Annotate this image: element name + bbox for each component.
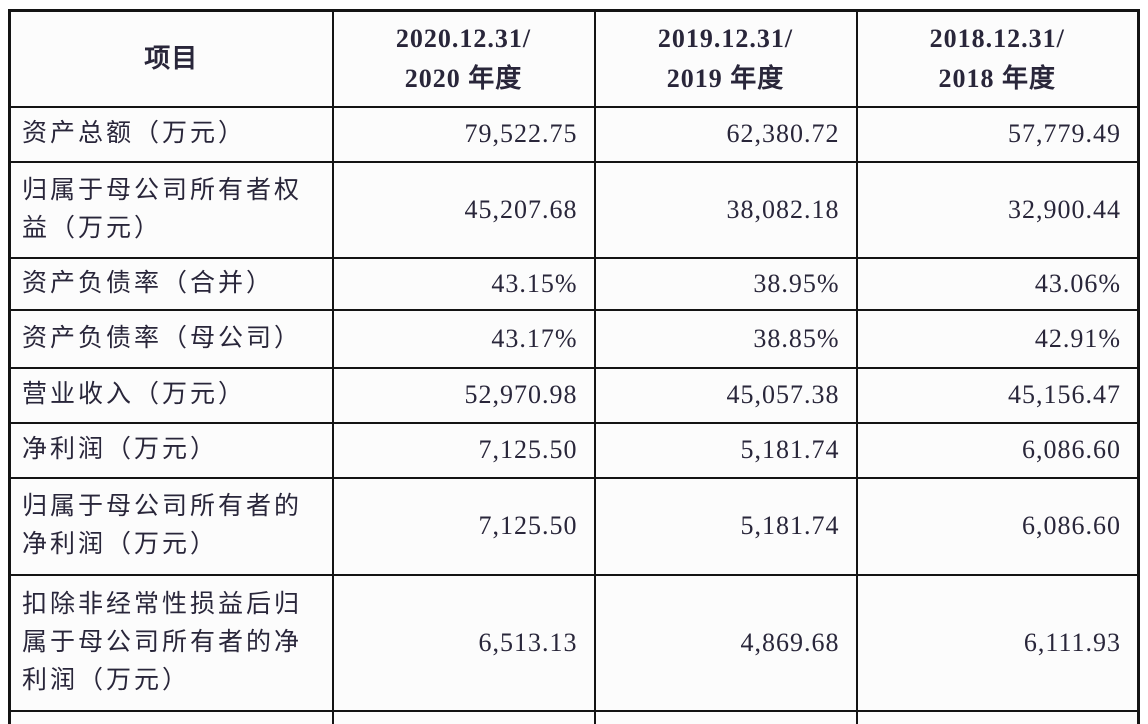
cell-value-2019: 4,869.68 — [593, 573, 858, 712]
cell-value-2018: 6,086.60 — [855, 476, 1140, 576]
cell-value-2019: 5,181.74 — [593, 421, 858, 479]
header-row: 项目 2020.12.31/ 2020 年度 2019.12.31/ 2019 … — [8, 9, 1140, 108]
financial-summary-table: 项目 2020.12.31/ 2020 年度 2019.12.31/ 2019 … — [8, 9, 1140, 724]
row-label: 资产负债率（母公司） — [8, 308, 334, 369]
table-row: 资产负债率（合并） 43.15% 38.95% 43.06% — [8, 256, 1140, 311]
row-label — [8, 709, 334, 724]
cell-value-2020: 43.17% — [331, 308, 596, 369]
header-2020-period: 2020 年度 — [404, 63, 523, 93]
cell-value-2018: 57,779.49 — [855, 105, 1140, 163]
table-row: 扣除非经常性损益后归属于母公司所有者的净利润（万元） 6,513.13 4,86… — [8, 573, 1140, 712]
cell-value-2019: 62,380.72 — [593, 105, 858, 163]
table-row-partial — [8, 709, 1140, 724]
table-row: 资产总额（万元） 79,522.75 62,380.72 57,779.49 — [8, 105, 1140, 163]
cell-value-2018: 42.91% — [855, 308, 1140, 369]
cell-value-2020: 45,207.68 — [331, 160, 596, 259]
cell-value-2019: 38.85% — [593, 308, 858, 369]
table-row: 营业收入（万元） 52,970.98 45,057.38 45,156.47 — [8, 366, 1140, 424]
cell-value-2018: 6,086.60 — [855, 421, 1140, 479]
header-cell-2019: 2019.12.31/ 2019 年度 — [593, 9, 858, 108]
header-2019-period: 2019 年度 — [666, 63, 785, 93]
header-item-label: 项目 — [144, 43, 199, 73]
cell-value-2019: 5,181.74 — [593, 476, 858, 576]
header-2018-date: 2018.12.31/ — [929, 23, 1065, 53]
cell-value-2019: 38.95% — [593, 256, 858, 311]
row-label: 扣除非经常性损益后归属于母公司所有者的净利润（万元） — [8, 573, 334, 712]
cell-value-2020: 79,522.75 — [331, 105, 596, 163]
cell-value-2020 — [331, 709, 596, 724]
row-label: 资产负债率（合并） — [8, 256, 334, 311]
header-cell-2018: 2018.12.31/ 2018 年度 — [855, 9, 1140, 108]
cell-value-2020: 43.15% — [331, 256, 596, 311]
row-label: 营业收入（万元） — [8, 366, 334, 424]
header-cell-2020: 2020.12.31/ 2020 年度 — [331, 9, 596, 108]
cell-value-2019 — [593, 709, 858, 724]
cell-value-2020: 7,125.50 — [331, 421, 596, 479]
cell-value-2020: 6,513.13 — [331, 573, 596, 712]
cell-value-2018: 43.06% — [855, 256, 1140, 311]
cell-value-2018: 6,111.93 — [855, 573, 1140, 712]
header-2018-period: 2018 年度 — [938, 63, 1056, 93]
row-label: 归属于母公司所有者的净利润（万元） — [8, 476, 334, 576]
header-2020-date: 2020.12.31/ — [395, 23, 532, 53]
cell-value-2018 — [855, 709, 1140, 724]
cell-value-2020: 7,125.50 — [331, 476, 596, 576]
cell-value-2018: 32,900.44 — [855, 160, 1140, 259]
row-label: 资产总额（万元） — [8, 105, 334, 163]
row-label: 归属于母公司所有者权益（万元） — [8, 160, 334, 259]
header-cell-item: 项目 — [8, 9, 334, 108]
header-2019-date: 2019.12.31/ — [657, 23, 794, 53]
cell-value-2019: 38,082.18 — [593, 160, 858, 259]
table-row: 资产负债率（母公司） 43.17% 38.85% 42.91% — [8, 308, 1140, 369]
table-row: 净利润（万元） 7,125.50 5,181.74 6,086.60 — [8, 421, 1140, 479]
table-row: 归属于母公司所有者权益（万元） 45,207.68 38,082.18 32,9… — [8, 160, 1140, 259]
cell-value-2019: 45,057.38 — [593, 366, 858, 424]
cell-value-2018: 45,156.47 — [855, 366, 1140, 424]
cell-value-2020: 52,970.98 — [331, 366, 596, 424]
row-label: 净利润（万元） — [8, 421, 334, 479]
table-row: 归属于母公司所有者的净利润（万元） 7,125.50 5,181.74 6,08… — [8, 476, 1140, 576]
